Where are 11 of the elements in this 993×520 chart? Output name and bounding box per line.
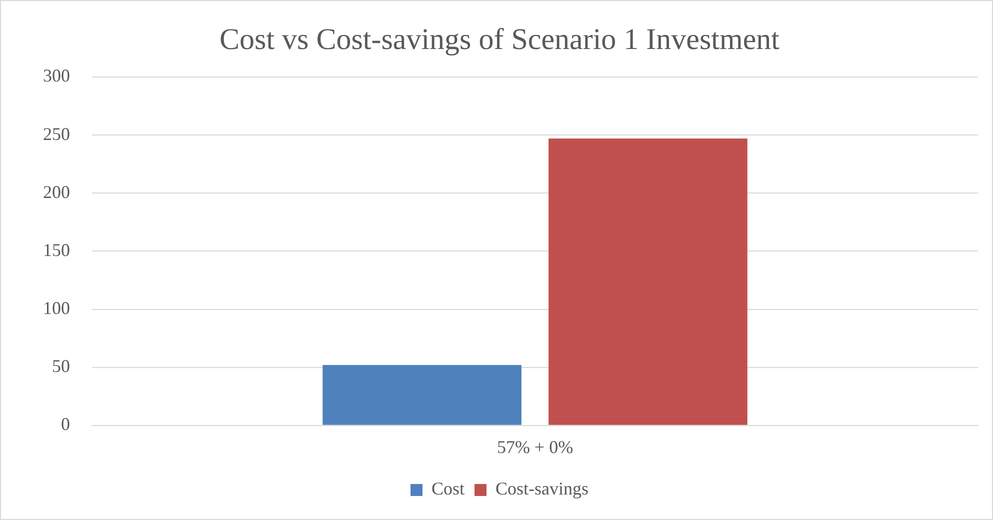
x-tick-label: 57% + 0%: [496, 436, 574, 457]
legend-label: Cost: [431, 478, 465, 499]
y-tick-label: 150: [43, 240, 70, 260]
y-tick-label: 250: [43, 124, 70, 144]
y-tick-label: 0: [61, 414, 70, 434]
chart-title: Cost vs Cost-savings of Scenario 1 Investment: [220, 22, 780, 56]
y-tick-label: 200: [43, 182, 70, 202]
y-tick-label: 100: [43, 298, 70, 318]
y-tick-label: 50: [52, 356, 70, 376]
y-tick-label: 300: [43, 66, 70, 86]
legend-label: Cost-savings: [496, 478, 589, 499]
